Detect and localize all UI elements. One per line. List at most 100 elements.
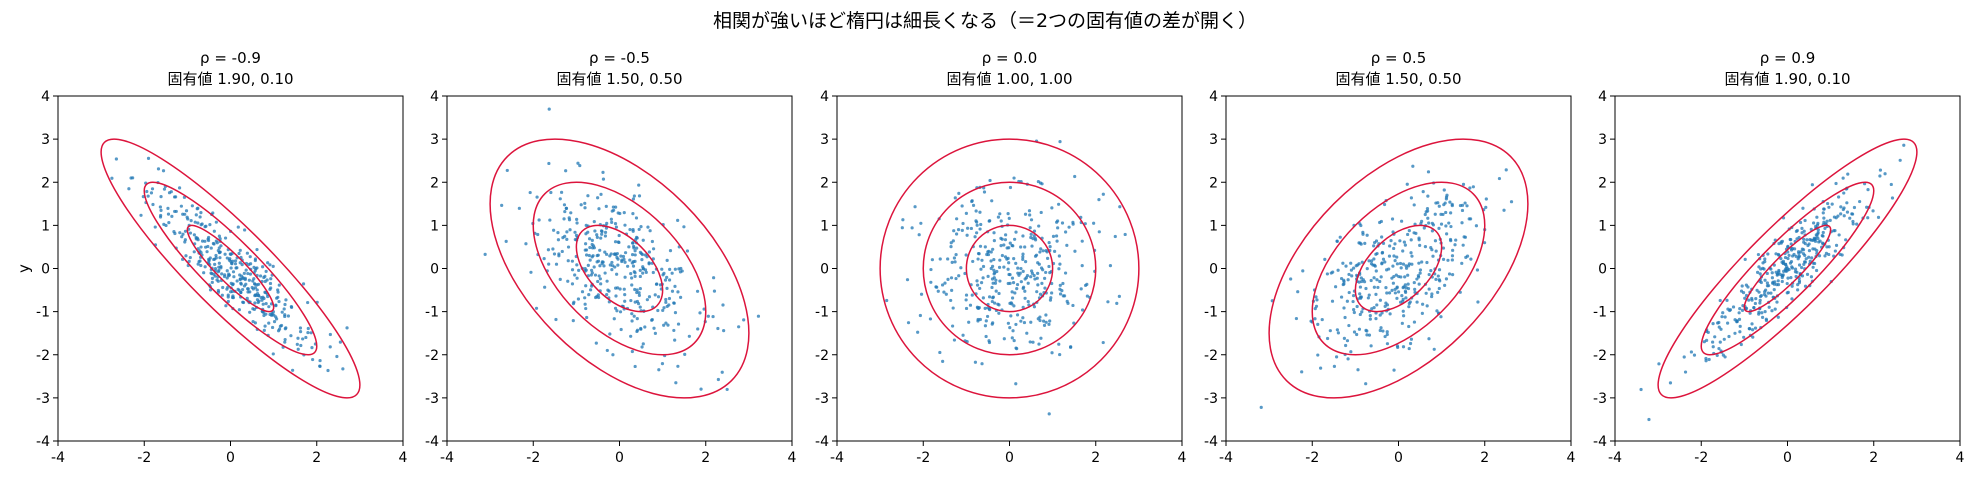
scatter-point [1418,268,1423,272]
scatter-point [618,287,622,291]
scatter-point [635,288,639,292]
scatter-point [1722,337,1726,341]
scatter-point [1040,182,1044,186]
scatter-point [1352,266,1356,270]
scatter-point [1408,300,1412,304]
scatter-point [998,212,1002,216]
scatter-point [966,226,970,230]
scatter-point [1072,321,1076,325]
scatter-point [1014,261,1018,265]
scatter-point [647,250,652,254]
scatter-point [1822,207,1826,211]
scatter-point [1400,321,1404,325]
scatter-point [262,328,266,332]
scatter-point [162,187,167,191]
scatter-point [647,295,652,299]
scatter-point [576,297,581,301]
scatter-point [598,264,602,268]
scatter-point [583,296,587,300]
y-tick-label: 4 [41,89,50,105]
scatter-point [1705,338,1709,342]
scatter-point [237,308,241,312]
scatter-point [173,231,177,236]
scatter-point [1061,281,1065,286]
scatter-point [159,195,163,199]
scatter-point [1739,289,1744,293]
scatter-point [235,279,239,283]
scatter-point [183,229,188,233]
panel-title-eigenvalues: 固有値 1.90, 0.10 [1724,70,1850,88]
scatter-point [609,217,613,221]
scatter-point [583,302,587,306]
scatter-point [668,249,673,253]
scatter-point [1747,298,1751,302]
scatter-point [585,253,589,257]
scatter-point [1442,188,1446,192]
scatter-point [577,268,581,272]
scatter-point [571,319,575,323]
scatter-point [1878,168,1883,172]
scatter-point [678,270,683,274]
scatter-point [590,268,594,272]
scatter-point [672,328,676,333]
scatter-point [1803,218,1807,223]
scatter-point [1050,351,1054,355]
scatter-point [551,247,555,251]
scatter-point [1391,264,1395,268]
scatter-point [591,244,596,248]
scatter-point [1786,256,1790,261]
scatter-point [276,295,280,299]
scatter-point [1412,231,1416,235]
scatter-point [1378,279,1382,284]
scatter-point [1404,296,1408,300]
scatter-point [1429,269,1433,273]
scatter-point [211,241,215,246]
scatter-point [253,269,257,273]
scatter-point [1010,290,1014,294]
scatter-point [997,311,1001,315]
x-tick-label: 2 [312,450,321,466]
scatter-point [987,307,991,311]
scatter-point [603,271,607,275]
scatter-point [617,240,621,245]
x-tick-label: 0 [1394,450,1403,466]
scatter-point [1803,284,1808,288]
scatter-point [1430,229,1434,233]
scatter-point [1043,286,1047,290]
scatter-point [255,298,260,302]
scatter-point [1406,232,1410,237]
scatter-point [574,233,579,237]
scatter-point [1823,254,1827,258]
scatter-point [666,323,670,327]
scatter-point [641,267,645,271]
scatter-point [298,326,303,330]
scatter-point [1407,229,1411,233]
scatter-point [981,296,985,300]
scatter-point [656,295,661,299]
scatter-point [251,287,255,291]
scatter-point [673,267,677,271]
scatter-point [1014,322,1018,327]
scatter-point [716,326,720,331]
scatter-point [1743,257,1747,261]
scatter-point [306,326,310,331]
scatter-point [1026,281,1030,285]
scatter-point [1443,201,1447,205]
scatter-point [630,283,634,287]
y-tick-label: -2 [425,348,439,364]
scatter-point [1795,270,1799,274]
scatter-point [615,255,619,260]
scatter-point [188,231,193,235]
scatter-point [202,271,206,275]
scatter-point [183,212,187,216]
scatter-point [610,260,614,265]
scatter-point [668,267,672,271]
scatter-point [637,194,642,198]
scatter-point [1389,239,1393,243]
scatter-point [1022,320,1027,325]
scatter-point [266,294,270,299]
scatter-point [1028,226,1032,230]
scatter-point [586,274,591,278]
scatter-point [213,262,217,266]
scatter-point [1435,309,1439,313]
